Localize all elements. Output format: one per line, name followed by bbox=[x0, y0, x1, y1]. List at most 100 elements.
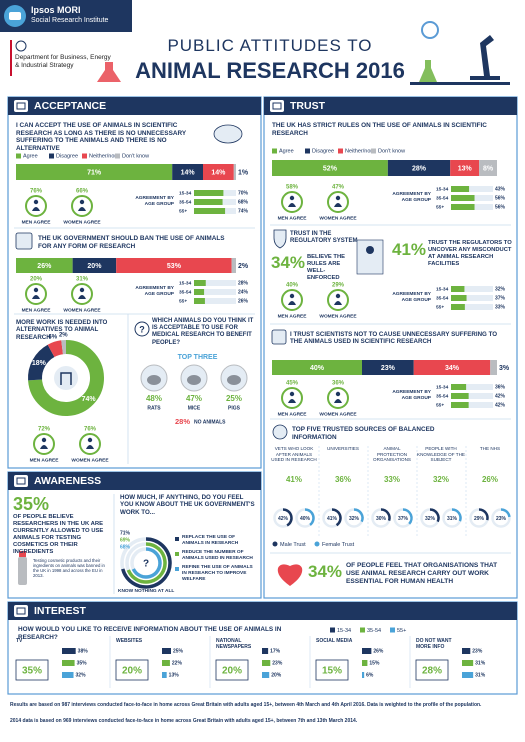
awareness-text: OF PEOPLE BELIEVE RESEARCHERS IN THE UK … bbox=[13, 514, 104, 556]
channel-box bbox=[215, 659, 249, 681]
donut-value-label: 6% bbox=[48, 335, 57, 341]
person-ring bbox=[71, 195, 93, 217]
channel-box bbox=[115, 659, 149, 681]
channel-age-bar bbox=[362, 660, 368, 666]
channel-age-bar bbox=[62, 672, 74, 678]
bar-segment bbox=[203, 164, 234, 180]
section-icon-detail bbox=[272, 102, 282, 110]
channel-box bbox=[15, 659, 49, 681]
section-heading: ACCEPTANCE bbox=[34, 100, 107, 112]
age-value-label: 33% bbox=[495, 305, 506, 311]
source-total: 26% bbox=[482, 475, 498, 484]
channel-age-label: 26% bbox=[373, 649, 384, 655]
gender-label: WOMEN AGREE bbox=[63, 307, 101, 313]
heart-icon bbox=[277, 564, 303, 586]
person-body bbox=[86, 445, 94, 449]
donut-value-label: 2% bbox=[59, 333, 68, 339]
bar-value-label: 71% bbox=[87, 169, 102, 176]
regulator-head bbox=[366, 246, 374, 254]
age-group-label: 15-34 bbox=[179, 280, 192, 286]
animal-name: RATS bbox=[147, 405, 161, 411]
channel-age-bar bbox=[362, 672, 365, 678]
knowledge-ring bbox=[126, 542, 167, 584]
channel-box bbox=[415, 659, 449, 681]
bar-value-label: 8% bbox=[483, 165, 494, 172]
trust-ring-label: 42% bbox=[278, 516, 289, 522]
donut-center-icon bbox=[54, 366, 78, 390]
age-value-label: 42% bbox=[495, 394, 506, 400]
trust-ring-label: 31% bbox=[447, 516, 458, 522]
legend-swatch bbox=[338, 148, 343, 154]
section-heading: INTEREST bbox=[34, 605, 86, 617]
source-name: THE NHS bbox=[479, 446, 501, 451]
section-header bbox=[8, 602, 517, 620]
channel-value: 20% bbox=[222, 666, 242, 677]
animal-name: MICE bbox=[188, 405, 201, 411]
age-value-label: 74% bbox=[238, 209, 249, 215]
section-icon bbox=[270, 100, 284, 112]
channel-value: 15% bbox=[322, 666, 342, 677]
person-body bbox=[334, 399, 342, 403]
donut-value-label: 18% bbox=[32, 360, 47, 367]
knowledge-item: REDUCE THE NUMBER OF ANIMALS USED IN RES… bbox=[182, 550, 253, 561]
question: I TRUST SCIENTISTS NOT TO CAUSE UNNECESS… bbox=[290, 331, 498, 346]
channel-age-label: 38% bbox=[78, 649, 89, 655]
gender-label: MEN AGREE bbox=[278, 313, 308, 319]
trust-ring bbox=[451, 508, 462, 522]
channel-age-label: 32% bbox=[76, 673, 87, 679]
question: THE UK HAS STRICT RULES ON THE USE OF AN… bbox=[272, 122, 487, 137]
trust-ring bbox=[304, 508, 315, 526]
gender-label: MEN AGREE bbox=[278, 411, 308, 417]
age-bar-track bbox=[194, 298, 236, 304]
age-heading: AGREEMENT BY AGE GROUP bbox=[135, 286, 174, 297]
age-value-label: 70% bbox=[238, 191, 249, 197]
cosmetic-note: Testing cosmetic products and their ingr… bbox=[33, 558, 105, 579]
person-body bbox=[78, 295, 86, 299]
bar-value-label: 52% bbox=[323, 165, 338, 172]
person-head bbox=[41, 437, 47, 443]
legend-swatch bbox=[115, 153, 120, 159]
question: I CAN ACCEPT THE USE OF ANIMALS IN SCIEN… bbox=[16, 122, 186, 153]
source-total: 32% bbox=[433, 475, 449, 484]
gender-value: 66% bbox=[76, 189, 89, 195]
channel-age-label: 25% bbox=[173, 649, 184, 655]
person-body bbox=[32, 207, 40, 211]
bar-value-label: 3% bbox=[499, 365, 510, 372]
trust-ring bbox=[402, 508, 413, 525]
age-bar-track bbox=[451, 186, 493, 192]
sources-icon bbox=[272, 424, 288, 440]
gender-value: 31% bbox=[76, 277, 89, 283]
channel-name: DO NOT WANT MORE INFO bbox=[416, 638, 452, 650]
knowledge-item: REFINE THE USE OF ANIMALS IN RESEARCH TO… bbox=[182, 565, 253, 582]
awareness-stat: 35% bbox=[13, 494, 50, 514]
person-ring bbox=[281, 191, 303, 213]
cosmetic-can bbox=[18, 557, 27, 585]
knowledge-center: ? bbox=[143, 559, 149, 570]
animal-icon-body bbox=[227, 375, 241, 385]
knowledge-value-label: 69% bbox=[120, 537, 131, 543]
channel-age-label: 23% bbox=[272, 661, 283, 667]
bar-segment bbox=[413, 360, 491, 375]
bar-value-label: 1% bbox=[238, 169, 249, 176]
age-value-label: 56% bbox=[495, 196, 506, 202]
bar-segment bbox=[272, 360, 362, 375]
person-head bbox=[33, 199, 39, 205]
trust-ring-label: 29% bbox=[474, 516, 485, 522]
gender-label: MEN AGREE bbox=[278, 215, 308, 221]
age-bar bbox=[451, 186, 470, 192]
footnote: Results are based on 987 interviews cond… bbox=[10, 702, 482, 708]
bar-value-label: 2% bbox=[238, 263, 249, 270]
gender-value: 76% bbox=[30, 189, 43, 195]
channel-age-bar bbox=[62, 660, 75, 666]
legend-label: Disagree bbox=[56, 153, 78, 159]
footnote: 2014 data is based on 969 interviews con… bbox=[10, 718, 358, 724]
bar-value-label: 14% bbox=[181, 169, 196, 176]
bar-segment bbox=[16, 164, 173, 180]
age-value-label: 28% bbox=[238, 281, 249, 287]
age-bar bbox=[194, 199, 223, 205]
bar-segment bbox=[479, 160, 497, 176]
regulatory-stat: 34% bbox=[271, 253, 306, 272]
gender-value: 29% bbox=[332, 283, 345, 289]
